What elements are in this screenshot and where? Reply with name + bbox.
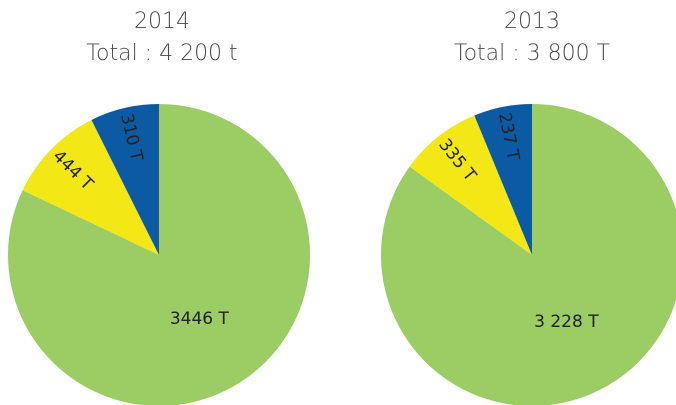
pie-slice xyxy=(381,104,676,405)
pie-slice xyxy=(474,104,532,255)
data-label: 3446 T xyxy=(170,309,230,329)
pie-slice xyxy=(22,119,160,256)
chart-subtitle: Total : 3 800 T xyxy=(454,41,610,66)
pie-slice xyxy=(91,104,159,255)
pie-slice xyxy=(8,104,310,405)
data-label: 3 228 T xyxy=(534,312,599,332)
chart-subtitle: Total : 4 200 t xyxy=(86,41,237,66)
chart-title: 2013 xyxy=(504,9,560,34)
pie-slice xyxy=(409,115,532,255)
chart-title: 2014 xyxy=(134,9,190,34)
